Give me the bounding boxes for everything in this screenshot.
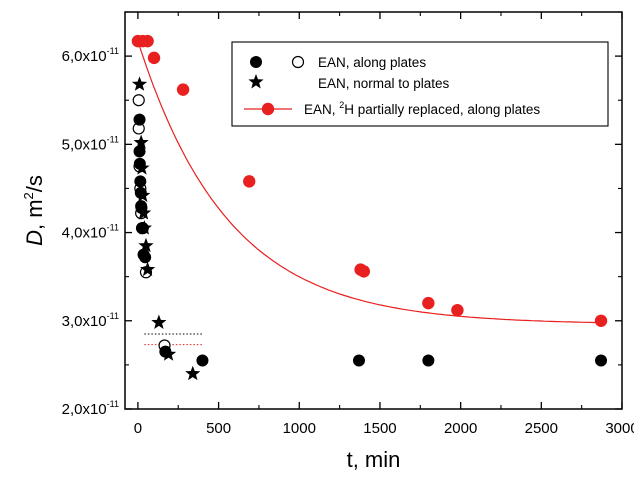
data-point bbox=[196, 354, 209, 367]
series-filled-circle bbox=[133, 113, 608, 367]
y-tick-label: 2,0x10-11 bbox=[62, 399, 119, 418]
data-point bbox=[139, 261, 156, 277]
x-tick-label: 2000 bbox=[444, 420, 477, 437]
plot-frame bbox=[124, 11, 623, 410]
x-axis-title: t, min bbox=[347, 447, 401, 472]
data-point bbox=[352, 354, 365, 367]
legend: EAN, along plates EAN, normal to plates EA… bbox=[231, 41, 609, 127]
legend-box bbox=[231, 41, 609, 127]
legend-label: EAN, normal to plates bbox=[318, 76, 450, 91]
y-tick-label: 6,0x10-11 bbox=[62, 46, 119, 65]
legend-marker-star bbox=[248, 74, 264, 89]
data-point bbox=[595, 354, 608, 367]
data-layer bbox=[131, 34, 608, 381]
x-tick-label: 3000 bbox=[605, 420, 634, 437]
data-point bbox=[185, 365, 201, 381]
x-tick-label: 1500 bbox=[363, 420, 396, 437]
legend-label: EAN, 2H partially replaced, along plates bbox=[304, 100, 540, 117]
data-point bbox=[132, 94, 145, 107]
data-point bbox=[138, 237, 154, 253]
data-point bbox=[135, 205, 152, 220]
legend-marker-open-circle bbox=[291, 55, 305, 69]
data-point bbox=[133, 145, 146, 158]
data-point bbox=[135, 187, 151, 202]
x-tick-label: 2500 bbox=[525, 420, 558, 437]
data-point bbox=[136, 220, 152, 235]
y-tick-label: 3,0x10-11 bbox=[62, 311, 119, 330]
data-point bbox=[133, 134, 149, 150]
data-point bbox=[422, 354, 435, 367]
data-point bbox=[133, 113, 146, 126]
legend-marker-red-circle bbox=[261, 102, 275, 116]
y-tick-label: 5,0x10-11 bbox=[62, 134, 119, 153]
data-point bbox=[134, 160, 150, 175]
data-point bbox=[151, 314, 167, 330]
data-point bbox=[139, 251, 152, 264]
y-tick-label: 4,0x10-11 bbox=[62, 223, 119, 242]
x-tick-label: 0 bbox=[134, 420, 142, 437]
data-point bbox=[357, 265, 371, 278]
axes: 0 500 1000 1500 2000 2500 3000 2,0x10-11 3,0x10-… bbox=[21, 11, 634, 472]
data-point bbox=[176, 83, 190, 96]
legend-label: EAN, along plates bbox=[318, 55, 426, 70]
data-point bbox=[141, 34, 154, 48]
data-point bbox=[134, 175, 147, 188]
data-point bbox=[594, 314, 608, 327]
series-red-circle bbox=[131, 34, 608, 327]
fit-curve bbox=[137, 40, 603, 324]
data-point bbox=[243, 175, 256, 188]
legend-marker-filled-circle bbox=[250, 56, 262, 68]
data-point bbox=[451, 303, 464, 317]
series-open-circle bbox=[132, 94, 171, 352]
data-point bbox=[131, 76, 148, 91]
x-tick-label: 500 bbox=[206, 420, 231, 437]
data-point bbox=[147, 51, 161, 65]
data-point bbox=[160, 346, 177, 361]
x-tick-label: 1000 bbox=[283, 420, 316, 437]
y-axis-title: D, m2/s bbox=[21, 175, 47, 246]
series-star bbox=[131, 76, 201, 381]
data-point bbox=[422, 296, 435, 310]
